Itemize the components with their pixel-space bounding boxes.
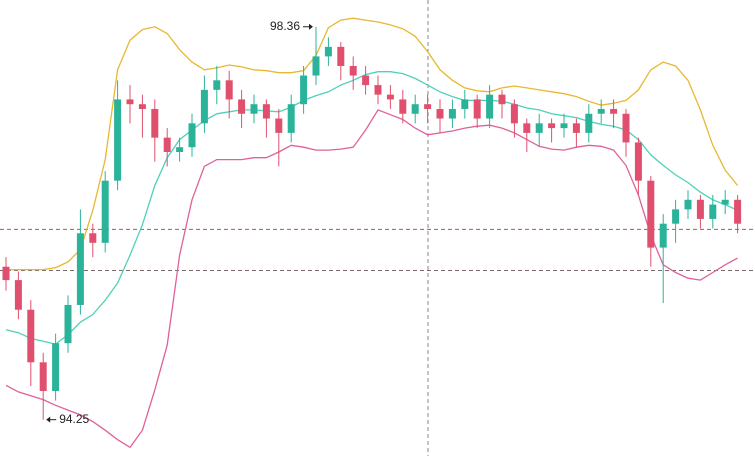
candle-body bbox=[684, 199, 692, 210]
candle-body bbox=[138, 104, 146, 109]
candle-body bbox=[659, 223, 667, 248]
candle-body bbox=[287, 104, 295, 133]
candle-body bbox=[64, 304, 72, 344]
candle-body bbox=[634, 142, 642, 181]
candle-body bbox=[647, 180, 655, 248]
candle-body bbox=[349, 65, 357, 76]
candle-body bbox=[275, 118, 283, 133]
min-arrow-head bbox=[46, 416, 51, 423]
candle-body bbox=[696, 199, 704, 219]
candle-body bbox=[374, 85, 382, 95]
candle-body bbox=[337, 46, 345, 66]
candle-body bbox=[734, 199, 742, 224]
max-label: 98.36 bbox=[270, 19, 300, 33]
candle-body bbox=[399, 99, 407, 114]
candle-body bbox=[176, 147, 184, 152]
candle-body bbox=[114, 99, 122, 181]
candle-body bbox=[238, 99, 246, 114]
max-arrow-head bbox=[309, 23, 313, 30]
band-line bbox=[6, 17, 739, 271]
min-label: 94.25 bbox=[59, 412, 89, 426]
candle-body bbox=[486, 94, 494, 119]
candle-body bbox=[14, 280, 22, 310]
candle-body bbox=[151, 108, 159, 138]
candle-body bbox=[424, 104, 432, 109]
candle-body bbox=[448, 108, 456, 119]
candle-body bbox=[89, 233, 97, 243]
candle-body bbox=[572, 123, 580, 133]
candle-body bbox=[262, 104, 270, 119]
candle-body bbox=[461, 99, 469, 109]
candle-body bbox=[225, 80, 233, 100]
candle-body bbox=[411, 104, 419, 114]
candle-body bbox=[386, 94, 394, 100]
candle-body bbox=[250, 104, 258, 114]
candle-body bbox=[200, 89, 208, 124]
candle-body bbox=[362, 75, 370, 86]
candle-body bbox=[585, 113, 593, 133]
candle-body bbox=[709, 204, 717, 219]
candle-body bbox=[2, 266, 10, 281]
candle-body bbox=[597, 108, 605, 114]
candle-body bbox=[126, 99, 134, 105]
candle-body bbox=[535, 123, 543, 133]
candle-body bbox=[312, 56, 320, 76]
candle-body bbox=[622, 113, 630, 143]
candle-body bbox=[188, 123, 196, 148]
candle-body bbox=[27, 309, 35, 363]
candle-body bbox=[721, 199, 729, 205]
candle-body bbox=[52, 343, 60, 391]
candle-body bbox=[498, 94, 506, 105]
candle-body bbox=[163, 137, 171, 152]
candle-body bbox=[523, 123, 531, 133]
candle-body bbox=[548, 123, 556, 129]
candle-body bbox=[560, 123, 568, 129]
band-line bbox=[5, 109, 738, 449]
candle-body bbox=[101, 180, 109, 243]
candle-body bbox=[436, 108, 444, 119]
candle-body bbox=[510, 104, 518, 124]
candle-body bbox=[76, 233, 84, 305]
candle-body bbox=[213, 80, 221, 90]
candle-body bbox=[610, 108, 618, 114]
candle-body bbox=[473, 99, 481, 119]
candle-body bbox=[39, 362, 47, 391]
candle-body bbox=[672, 209, 680, 224]
band-line bbox=[5, 71, 738, 345]
candle-body bbox=[300, 75, 308, 105]
candle-body bbox=[324, 46, 332, 57]
